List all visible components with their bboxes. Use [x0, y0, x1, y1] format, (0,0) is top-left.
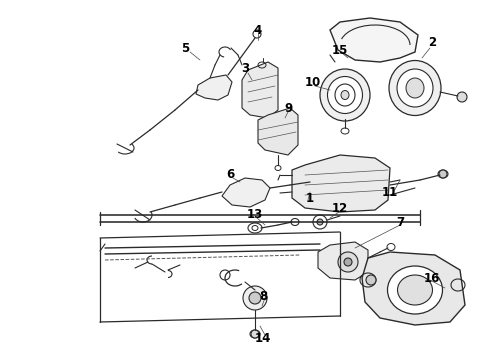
Text: 16: 16 [424, 271, 440, 284]
Circle shape [313, 215, 327, 229]
Polygon shape [330, 18, 418, 62]
Ellipse shape [397, 69, 433, 107]
Text: 5: 5 [181, 41, 189, 54]
Ellipse shape [320, 69, 370, 121]
Ellipse shape [397, 275, 433, 305]
Text: 12: 12 [332, 202, 348, 215]
Polygon shape [222, 178, 270, 207]
Circle shape [366, 275, 376, 285]
Text: 4: 4 [254, 23, 262, 36]
Ellipse shape [406, 78, 424, 98]
Text: 14: 14 [255, 332, 271, 345]
Circle shape [457, 92, 467, 102]
Text: 13: 13 [247, 208, 263, 221]
Ellipse shape [335, 84, 355, 106]
Circle shape [439, 170, 447, 178]
Ellipse shape [389, 60, 441, 116]
Circle shape [249, 292, 261, 304]
Text: 7: 7 [396, 216, 404, 229]
Circle shape [243, 286, 267, 310]
Ellipse shape [388, 266, 442, 314]
Text: 15: 15 [332, 44, 348, 57]
Ellipse shape [341, 128, 349, 134]
Ellipse shape [341, 90, 349, 99]
Text: 2: 2 [428, 36, 436, 49]
Polygon shape [292, 155, 390, 212]
Text: 1: 1 [306, 192, 314, 204]
Polygon shape [196, 75, 232, 100]
Text: 8: 8 [259, 289, 267, 302]
Polygon shape [318, 242, 368, 280]
Text: 10: 10 [305, 76, 321, 89]
Polygon shape [242, 62, 278, 118]
Text: 6: 6 [226, 168, 234, 181]
Polygon shape [362, 252, 465, 325]
Polygon shape [258, 108, 298, 155]
Text: 11: 11 [382, 185, 398, 198]
Circle shape [317, 219, 323, 225]
Text: 3: 3 [241, 62, 249, 75]
Ellipse shape [327, 77, 363, 113]
Circle shape [338, 252, 358, 272]
Text: 9: 9 [284, 102, 292, 114]
Circle shape [344, 258, 352, 266]
Circle shape [251, 330, 259, 338]
